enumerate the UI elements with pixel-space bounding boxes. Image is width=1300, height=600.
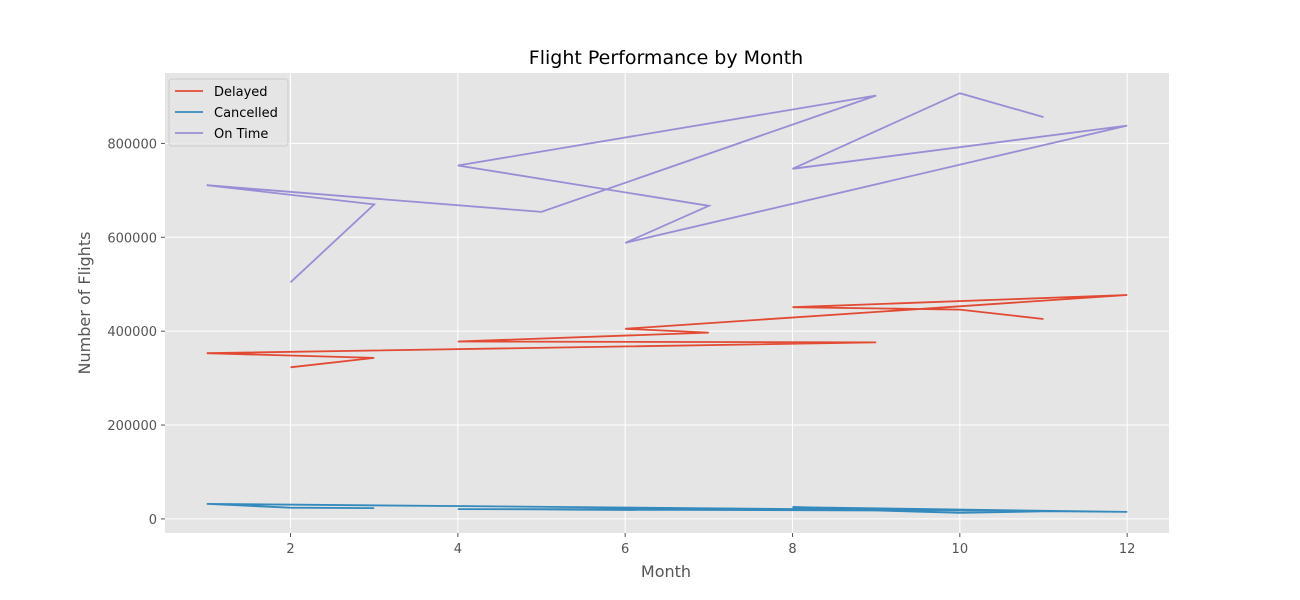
series-group [206, 92, 1128, 514]
x-axis-ticks: 2 4 6 8 10 12 [286, 533, 1135, 557]
series-line-cancelled [206, 503, 1128, 514]
y-axis-label: Number of Flights [75, 232, 94, 375]
legend-label-on-time: On Time [214, 127, 268, 142]
chart-title: Flight Performance by Month [529, 47, 803, 69]
legend-box [168, 78, 289, 147]
y-tick-label: 0 [149, 513, 157, 528]
y-axis-ticks: 0 200000 400000 600000 800000 [107, 137, 165, 528]
y-tick-label: 200000 [107, 419, 157, 434]
legend-label-delayed: Delayed [214, 85, 268, 100]
series-line-on-time [206, 92, 1128, 283]
series-line-delayed [206, 294, 1128, 369]
legend: Delayed Cancelled On Time [168, 78, 289, 147]
x-tick-label: 8 [788, 542, 796, 557]
x-tick-label: 6 [621, 542, 629, 557]
x-tick-label: 10 [952, 542, 969, 557]
y-tick-label: 600000 [107, 231, 157, 246]
grid [165, 73, 1169, 533]
x-axis-label: Month [641, 562, 691, 581]
x-tick-label: 2 [286, 542, 294, 557]
legend-label-cancelled: Cancelled [214, 106, 278, 121]
x-tick-label: 12 [1119, 542, 1136, 557]
x-tick-label: 4 [454, 542, 462, 557]
y-tick-label: 800000 [107, 137, 157, 152]
y-tick-label: 400000 [107, 325, 157, 340]
